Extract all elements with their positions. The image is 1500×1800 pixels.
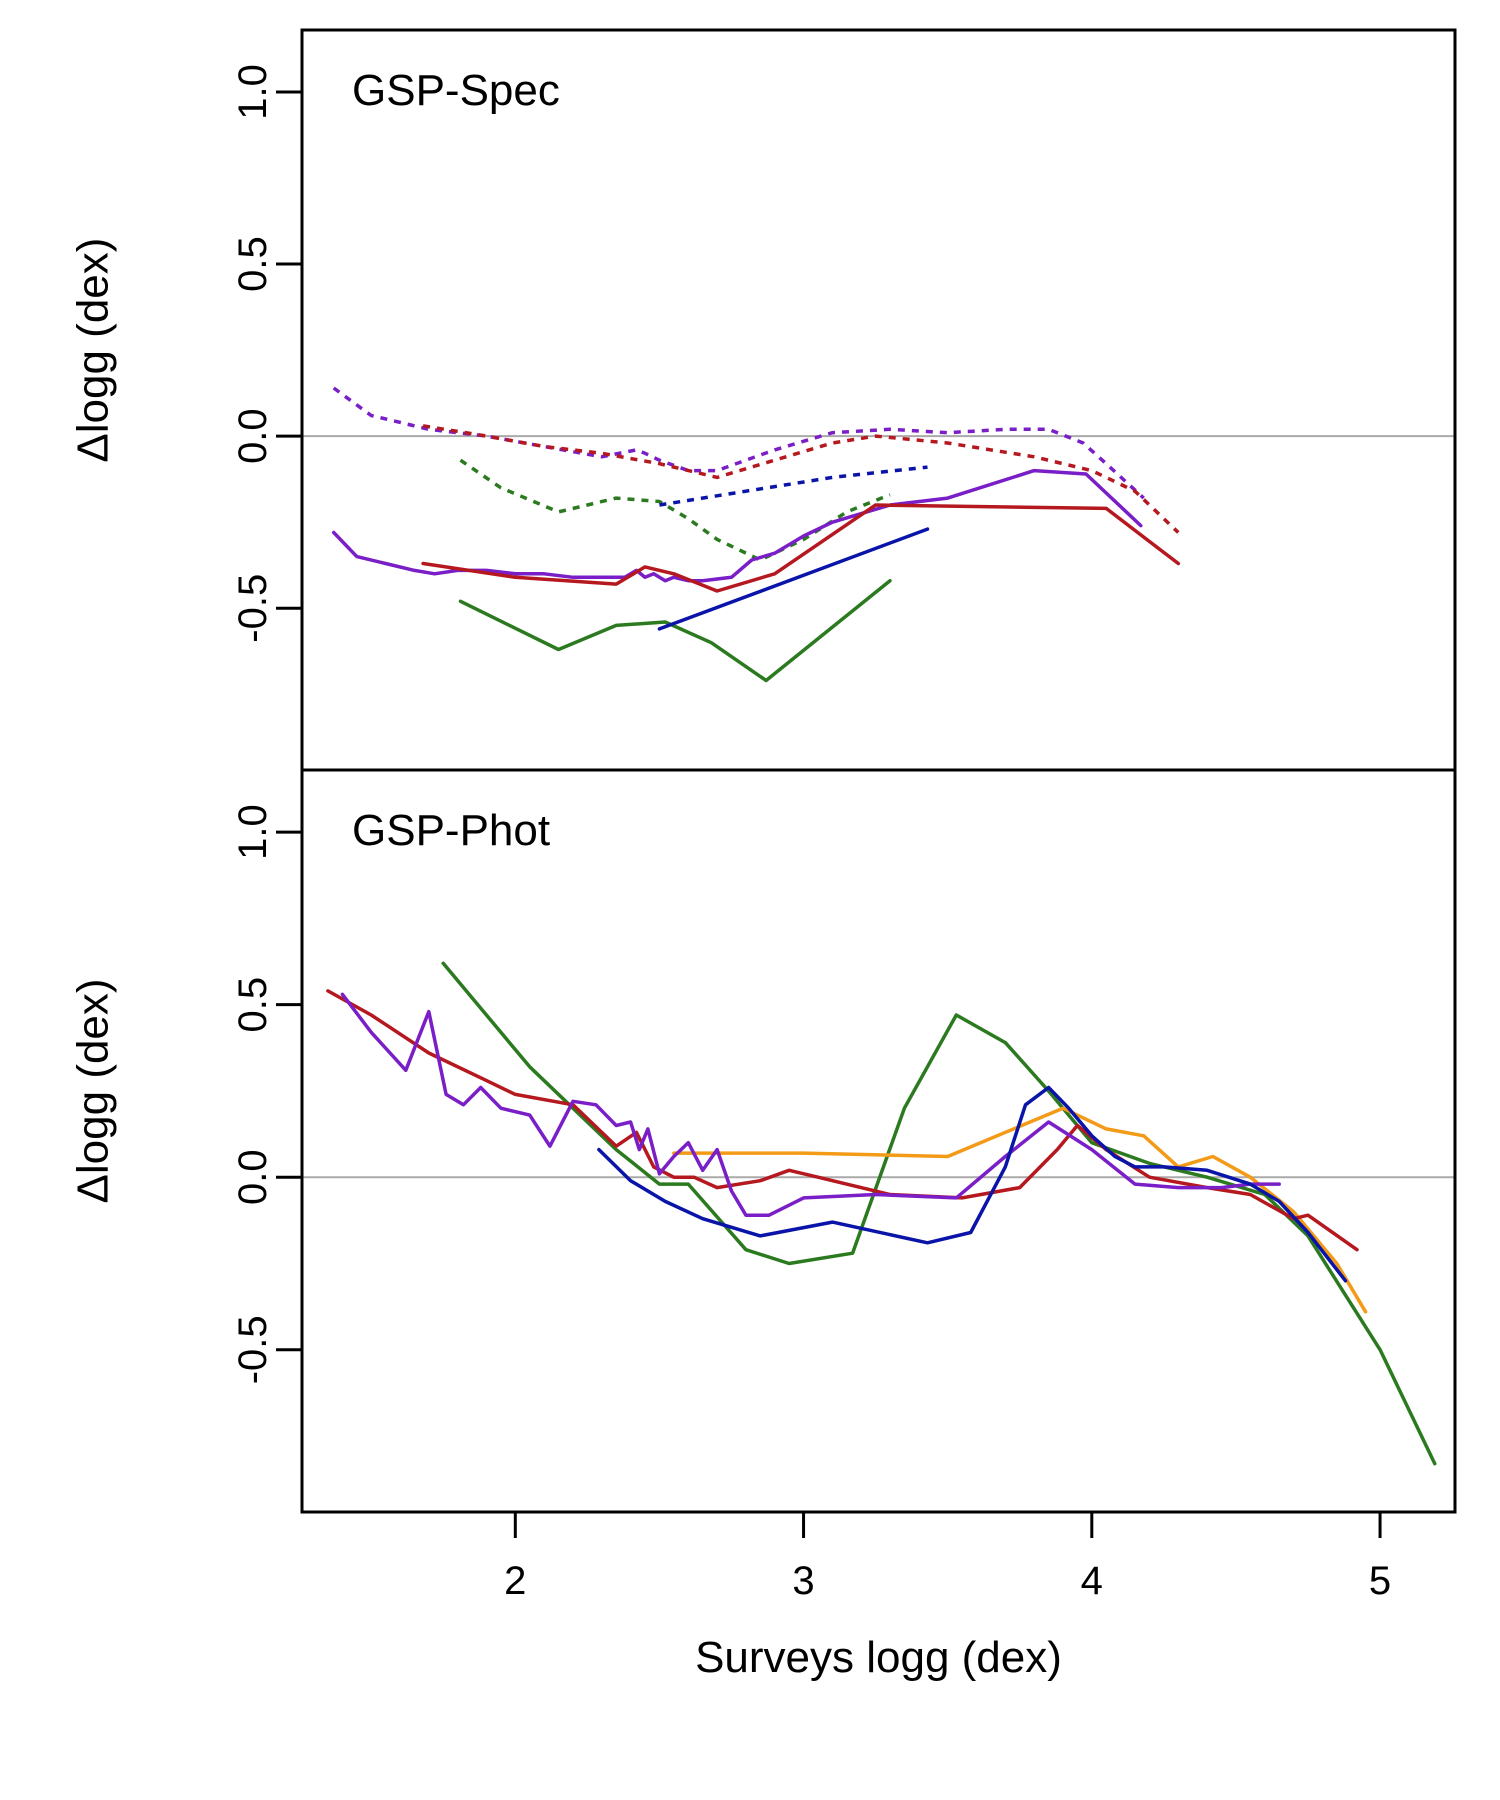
series-line-red bbox=[326, 989, 1359, 1252]
series-line-blue-solid bbox=[657, 527, 930, 631]
y-tick-label: -0.5 bbox=[231, 574, 275, 643]
y-tick-label: 0.0 bbox=[231, 1149, 275, 1205]
series-group bbox=[326, 961, 1437, 1466]
y-axis-label: Δlogg (dex) bbox=[68, 978, 117, 1203]
plot-frame bbox=[300, 768, 1457, 1514]
series-line-red-dotted bbox=[422, 424, 1180, 534]
x-axis-ticks: 2 3 4 5 bbox=[504, 1512, 1391, 1603]
series-line-purple-dotted bbox=[332, 386, 1145, 500]
y-tick-label: 0.0 bbox=[231, 408, 275, 464]
series-line-purple bbox=[340, 992, 1281, 1217]
x-tick-label: 3 bbox=[792, 1559, 814, 1603]
x-tick-label: 5 bbox=[1369, 1559, 1391, 1603]
x-tick-label: 2 bbox=[504, 1559, 526, 1603]
y-axis-ticks: -0.5 0.0 0.5 1.0 bbox=[231, 64, 302, 643]
series-line-green-solid bbox=[458, 578, 892, 683]
y-tick-label: 0.5 bbox=[231, 236, 275, 292]
x-tick-label: 4 bbox=[1081, 1559, 1103, 1603]
y-tick-label: -0.5 bbox=[231, 1315, 275, 1384]
series-group bbox=[331, 386, 1181, 683]
series-line-red-solid bbox=[421, 503, 1181, 593]
x-axis-label: Surveys logg (dex) bbox=[695, 1633, 1062, 1682]
panel-title: GSP-Phot bbox=[352, 806, 550, 855]
y-tick-label: 1.0 bbox=[231, 64, 275, 120]
y-axis-label: Δlogg (dex) bbox=[68, 238, 117, 463]
y-axis-ticks: -0.5 0.0 0.5 1.0 bbox=[231, 804, 302, 1384]
series-line-blue-dotted bbox=[659, 465, 928, 507]
series-line-blue bbox=[597, 1085, 1348, 1283]
y-tick-label: 0.5 bbox=[231, 977, 275, 1033]
series-line-orange bbox=[672, 1106, 1368, 1314]
y-tick-label: 1.0 bbox=[231, 804, 275, 860]
panel-gsp-spec: -0.5 0.0 0.5 1.0 GSP-Spec Δlogg (dex) bbox=[68, 28, 1457, 772]
panel-title: GSP-Spec bbox=[352, 66, 560, 115]
series-line-purple-solid bbox=[331, 468, 1143, 583]
